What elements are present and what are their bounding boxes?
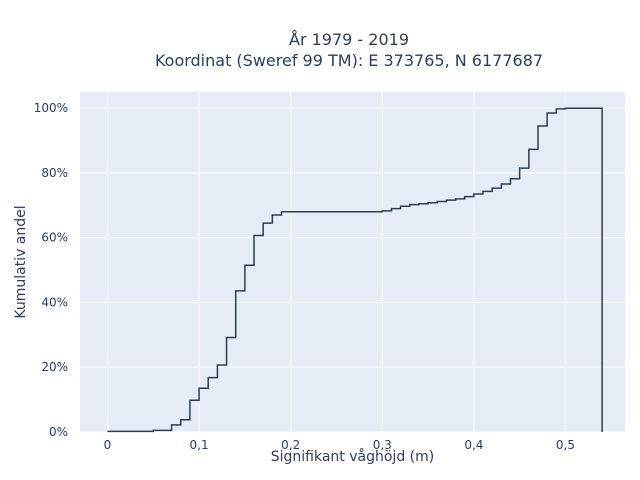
x-tick-label: 0,4 (464, 438, 483, 452)
x-tick-label: 0,5 (556, 438, 575, 452)
x-tick-label: 0,2 (281, 438, 300, 452)
x-tick-label: 0,3 (373, 438, 392, 452)
x-axis-ticks: 0 0,1 0,2 0,3 0,4 0,5 (104, 438, 575, 452)
y-tick-label: 0% (49, 425, 68, 439)
x-axis-label: Signifikant våghöjd (m) (271, 448, 434, 465)
y-axis-ticks: 0% 20% 40% 60% 80% 100% (34, 101, 68, 439)
chart-title-line-1: År 1979 - 2019 (289, 30, 409, 49)
y-tick-label: 60% (41, 231, 68, 245)
chart-title-line-2: Koordinat (Sweref 99 TM): E 373765, N 61… (155, 51, 543, 70)
y-tick-label: 100% (34, 101, 68, 115)
series-line (107, 107, 603, 433)
y-axis-label: Kumulativ andel (13, 205, 29, 318)
x-tick-label: 0,1 (190, 438, 209, 452)
y-tick-label: 80% (41, 166, 68, 180)
plot-area (80, 92, 625, 432)
y-tick-label: 20% (41, 360, 68, 374)
x-tick-label: 0 (104, 438, 112, 452)
y-tick-label: 40% (41, 295, 68, 309)
grid (80, 92, 625, 433)
